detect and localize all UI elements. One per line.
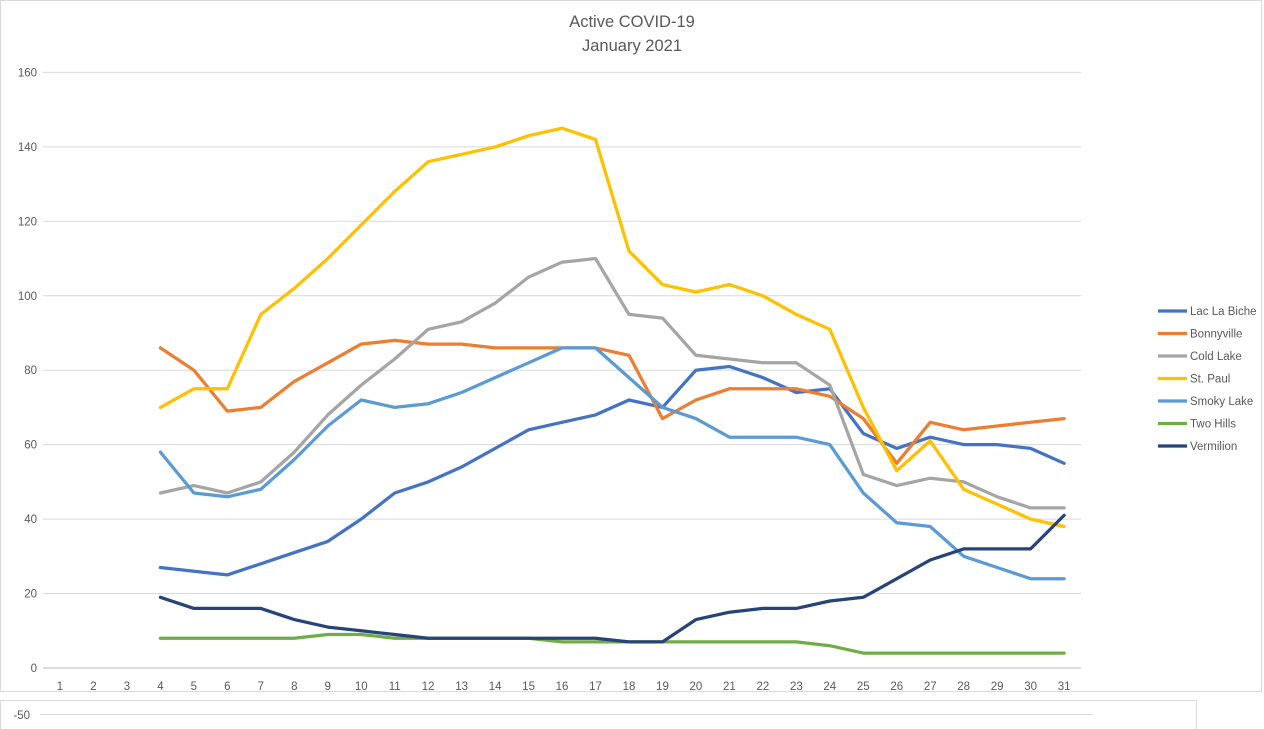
x-axis-tick-label: 24 (823, 681, 836, 693)
legend-item-vermilion: Vermilion (1158, 441, 1237, 453)
y-axis-tick-label: 20 (24, 589, 37, 601)
x-axis-tick-label: 4 (157, 681, 164, 693)
legend-label-smoky-lake: Smoky Lake (1190, 396, 1253, 408)
x-axis-tick-label: 17 (589, 681, 602, 693)
series-line-smoky-lake (158, 346, 1066, 581)
y-axis-tick-label: 40 (24, 514, 37, 526)
y-axis-tick-label: 100 (18, 291, 37, 303)
chart-legend: Lac La Biche Bonnyville Cold Lake St. Paul S… (1158, 306, 1257, 453)
x-axis-tick-label: 26 (890, 681, 903, 693)
legend-label-st-paul: St. Paul (1190, 374, 1230, 386)
series-lines (158, 126, 1066, 655)
x-axis-tick-label: 18 (623, 681, 636, 693)
x-axis-tick-label: 9 (325, 681, 331, 693)
x-axis-tick-label: 28 (957, 681, 970, 693)
x-axis-tick-label: 19 (656, 681, 669, 693)
x-axis-tick-label: 15 (522, 681, 535, 693)
chart-title: Active COVID-19 January 2021 (1, 10, 1263, 58)
legend-item-two-hills: Two Hills (1158, 419, 1236, 431)
x-axis-tick-label: 12 (422, 681, 435, 693)
x-axis-tick-label: 23 (790, 681, 803, 693)
legend-label-cold-lake: Cold Lake (1190, 351, 1242, 363)
x-axis-labels: 1 2 3 4 5 6 7 8 9 10 11 12 13 14 15 16 17 18 19 20 21 22 23 24 2… (57, 681, 1071, 693)
series-line-cold-lake (158, 256, 1066, 510)
y-axis-tick-label: 160 (18, 67, 37, 79)
legend-item-st-paul: St. Paul (1158, 374, 1230, 386)
x-axis-tick-label: 6 (224, 681, 230, 693)
gridlines (43, 71, 1081, 669)
x-axis-tick-label: 3 (124, 681, 130, 693)
legend-label-lac-la-biche: Lac La Biche (1190, 306, 1257, 318)
legend-label-two-hills: Two Hills (1190, 419, 1236, 431)
y-axis-tick-label: 120 (18, 216, 37, 228)
legend-item-smoky-lake: Smoky Lake (1158, 396, 1253, 408)
x-axis-tick-label: 8 (291, 681, 297, 693)
x-axis-tick-label: 7 (258, 681, 264, 693)
legend-label-bonnyville: Bonnyville (1190, 329, 1242, 341)
partial-second-chart: -50 (0, 700, 1197, 729)
partial-chart-tick-label: -50 (13, 710, 30, 722)
x-axis-tick-label: 22 (756, 681, 769, 693)
x-axis-tick-label: 25 (857, 681, 870, 693)
x-axis-tick-label: 2 (90, 681, 96, 693)
y-axis-tick-label: 0 (31, 663, 37, 675)
y-axis-tick-label: 60 (24, 440, 37, 452)
legend-item-bonnyville: Bonnyville (1158, 329, 1242, 341)
legend-item-lac-la-biche: Lac La Biche (1158, 306, 1257, 318)
x-axis-tick-label: 29 (991, 681, 1004, 693)
legend-label-vermilion: Vermilion (1190, 441, 1237, 453)
series-line-two-hills (158, 632, 1066, 655)
y-axis-labels: 0 20 40 60 80 100 120 140 160 (18, 67, 37, 675)
x-axis-tick-label: 20 (690, 681, 703, 693)
chart-title-line2: January 2021 (582, 37, 682, 55)
y-axis-tick-label: 140 (18, 142, 37, 154)
x-axis-tick-label: 1 (57, 681, 63, 693)
series-line-lac-la-biche (158, 364, 1066, 577)
chart-title-line1: Active COVID-19 (569, 13, 695, 31)
x-axis-tick-label: 21 (723, 681, 736, 693)
x-axis-tick-label: 30 (1024, 681, 1037, 693)
x-axis-tick-label: 11 (389, 681, 401, 693)
legend-item-cold-lake: Cold Lake (1158, 351, 1242, 363)
x-axis-tick-label: 31 (1058, 681, 1071, 693)
x-axis-tick-label: 13 (455, 681, 468, 693)
y-axis-tick-label: 80 (24, 365, 37, 377)
x-axis-tick-label: 27 (924, 681, 937, 693)
x-axis-tick-label: 14 (489, 681, 502, 693)
x-axis-tick-label: 16 (556, 681, 569, 693)
series-line-vermilion (158, 513, 1066, 644)
x-axis-tick-label: 5 (191, 681, 197, 693)
series-line-st-paul (158, 126, 1066, 529)
chart-object: Active COVID-19 January 2021 0 20 40 60 80 10… (0, 0, 1263, 693)
series-line-bonnyville (158, 338, 1066, 465)
x-axis-tick-label: 10 (355, 681, 368, 693)
